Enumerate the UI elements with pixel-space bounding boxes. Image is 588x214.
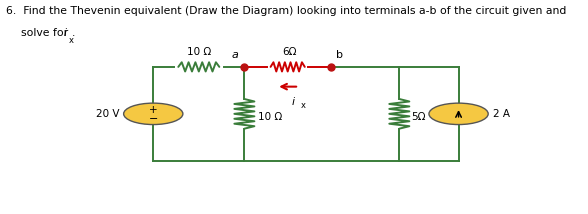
Text: solve for: solve for [21, 28, 71, 38]
Circle shape [123, 103, 183, 125]
Text: +: + [149, 105, 158, 115]
Text: x: x [300, 101, 305, 110]
Text: 5Ω: 5Ω [410, 112, 425, 122]
Text: a: a [232, 50, 239, 60]
Text: 10 Ω: 10 Ω [187, 47, 211, 57]
Text: 6Ω: 6Ω [283, 47, 297, 57]
Text: i: i [292, 97, 295, 107]
Text: i: i [64, 28, 66, 38]
Text: 6.  Find the Thevenin equivalent (Draw the Diagram) looking into terminals a-b o: 6. Find the Thevenin equivalent (Draw th… [6, 6, 566, 16]
Text: .: . [72, 28, 76, 38]
Text: x: x [69, 36, 74, 45]
Text: 20 V: 20 V [96, 109, 119, 119]
Text: b: b [336, 50, 343, 60]
Text: 2 A: 2 A [493, 109, 510, 119]
Text: 10 Ω: 10 Ω [258, 112, 282, 122]
Circle shape [429, 103, 488, 125]
Text: −: − [149, 114, 158, 124]
